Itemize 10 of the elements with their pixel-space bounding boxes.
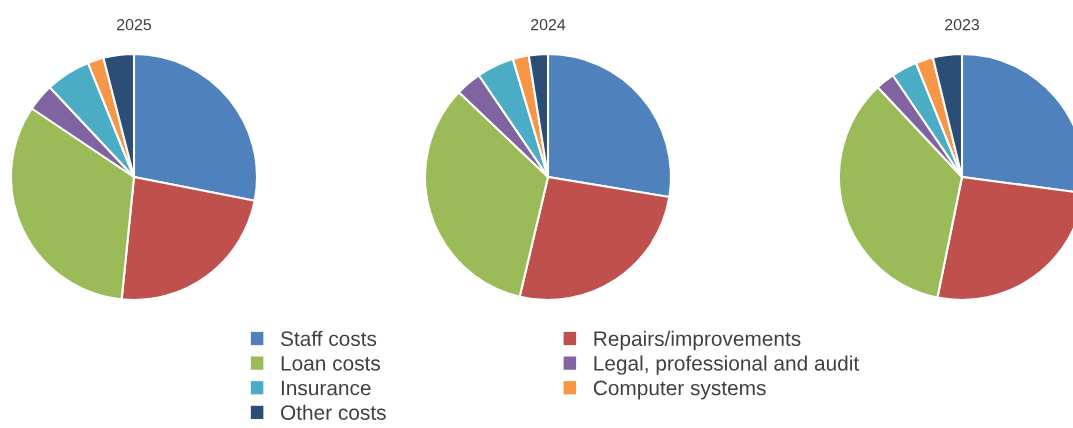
legend-label: Legal, professional and audit bbox=[594, 355, 860, 375]
legend-label: Repairs/improvements bbox=[594, 330, 801, 351]
legend-label: Staff costs bbox=[280, 330, 377, 347]
chart-title: 2023 bbox=[945, 18, 980, 31]
chart-title: 2025 bbox=[117, 18, 152, 31]
legend-label: Other costs bbox=[281, 404, 386, 420]
chart-title: 2024 bbox=[531, 18, 566, 31]
legend-label: Insurance bbox=[281, 380, 371, 396]
legend-label: Loan costs bbox=[281, 356, 381, 371]
legend-label: Computer systems bbox=[593, 380, 766, 400]
